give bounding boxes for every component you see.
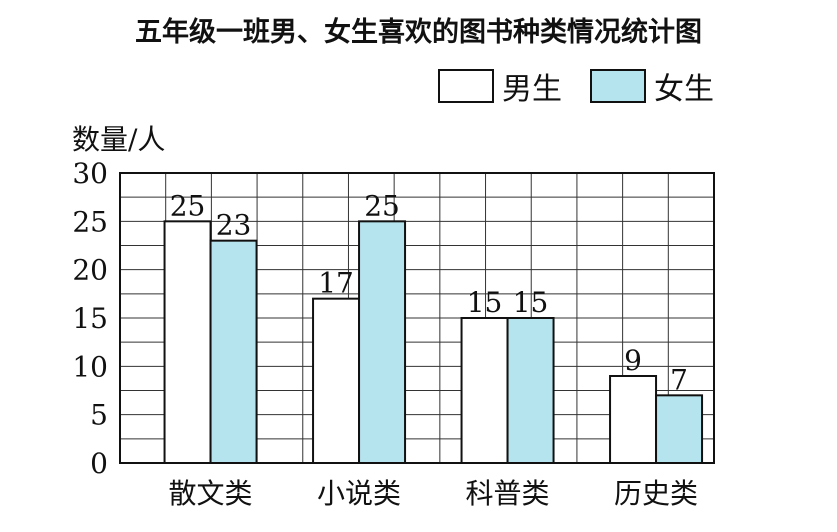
bar-girls: [655, 394, 704, 465]
legend-item-girls: 女生: [590, 64, 714, 108]
bar-girls: [506, 317, 555, 464]
y-tick-label: 20: [72, 254, 108, 287]
data-label-girls: 7: [670, 363, 688, 396]
y-tick-label: 5: [90, 399, 108, 432]
legend-item-boys: 男生: [438, 64, 562, 108]
bar-girls: [358, 220, 407, 464]
y-tick-label: 0: [90, 447, 108, 480]
x-tick-label: 散文类: [169, 477, 253, 510]
chart-title: 五年级一班男、女生喜欢的图书种类情况统计图: [135, 17, 702, 48]
legend: 男生 女生: [438, 64, 742, 108]
legend-label-girls: 女生: [654, 72, 714, 107]
data-label-girls: 23: [216, 209, 252, 242]
x-tick-label: 小说类: [317, 477, 401, 510]
legend-swatch-girls: [590, 69, 646, 103]
x-tick-label: 科普类: [466, 477, 550, 510]
y-tick-label: 10: [72, 350, 108, 383]
data-label-girls: 15: [513, 286, 549, 319]
bar-boys: [609, 375, 658, 464]
y-tick-label: 15: [72, 302, 108, 335]
bar-boys: [163, 220, 212, 464]
data-label-boys: 25: [170, 189, 206, 222]
data-label-boys: 9: [624, 344, 642, 377]
data-label-girls: 25: [364, 189, 400, 222]
bar-girls: [209, 239, 258, 464]
legend-label-boys: 男生: [502, 72, 562, 107]
data-label-boys: 15: [467, 286, 503, 319]
data-label-boys: 17: [318, 267, 354, 300]
x-tick-label: 历史类: [614, 477, 698, 510]
bar-boys: [460, 317, 509, 464]
y-tick-label: 30: [72, 157, 108, 190]
y-axis-label: 数量/人: [72, 123, 166, 156]
bar-boys: [312, 297, 361, 464]
legend-swatch-boys: [438, 69, 494, 103]
plot-frame: [119, 172, 715, 464]
y-tick-label: 25: [72, 205, 108, 238]
